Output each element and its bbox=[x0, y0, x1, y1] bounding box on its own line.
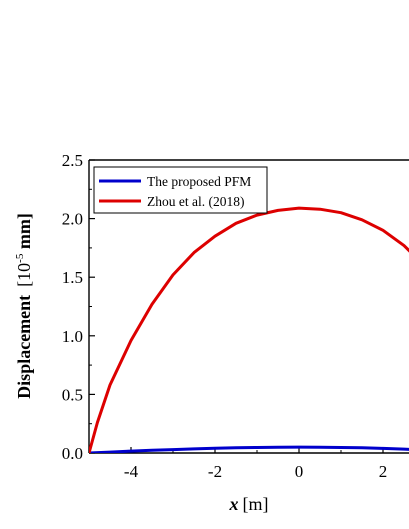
series-line-0 bbox=[89, 445, 409, 453]
y-axis-label: Displacement [10-5 mm] bbox=[14, 213, 34, 399]
legend-label-proposed-pfm: The proposed PFM bbox=[147, 174, 251, 189]
x-axis-label-unit: [m] bbox=[243, 494, 269, 514]
x-axis-label-var: x bbox=[229, 494, 239, 514]
series-layer bbox=[89, 206, 409, 453]
x-axis-label: x [m] bbox=[229, 494, 269, 514]
y-ticks: 0.0 0.5 1.0 1.5 2.0 2.5 bbox=[62, 151, 95, 463]
y-tick-label: 0.0 bbox=[62, 444, 83, 463]
y-axis-label-main: Displacement bbox=[14, 295, 34, 399]
y-tick-label: 2.0 bbox=[62, 210, 83, 229]
y-tick-label: 1.5 bbox=[62, 268, 83, 287]
y-tick-label: 0.5 bbox=[62, 385, 83, 404]
legend-label-zhou: Zhou et al. (2018) bbox=[147, 194, 244, 209]
y-axis-label-unit-exp: -5 bbox=[14, 253, 26, 263]
x-tick-label: -2 bbox=[208, 462, 222, 481]
y-axis-label-unit-close: mm] bbox=[14, 213, 34, 253]
y-axis-label-unit-open: [10 bbox=[14, 263, 34, 287]
y-tick-label: 2.5 bbox=[62, 151, 83, 170]
series-line-1 bbox=[89, 206, 409, 453]
x-tick-label: 0 bbox=[295, 462, 304, 481]
x-tick-label: -4 bbox=[124, 462, 139, 481]
legend-box bbox=[93, 166, 268, 214]
y-tick-label: 1.0 bbox=[62, 327, 83, 346]
x-tick-label: 2 bbox=[379, 462, 388, 481]
legend: The proposed PFM Zhou et al. (2018) bbox=[93, 166, 268, 214]
